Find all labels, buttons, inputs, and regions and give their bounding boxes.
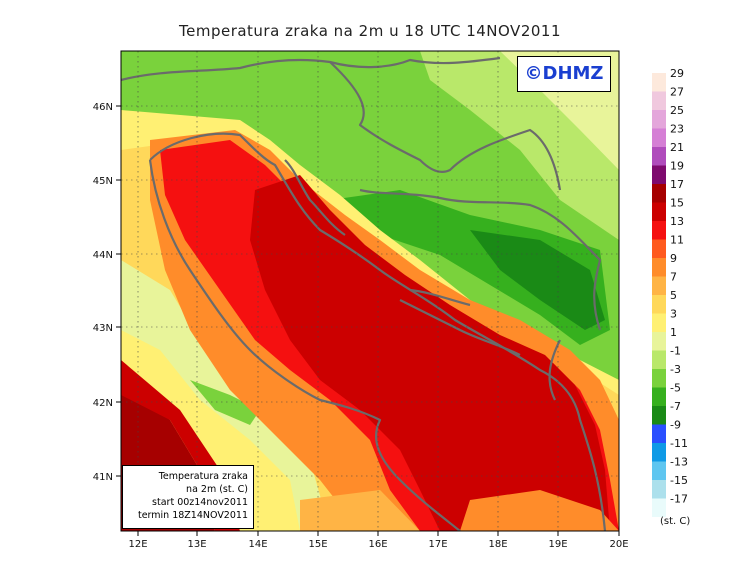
longitude-axis: 12E 13E 14E 15E 16E 17E 18E 19E 20E	[128, 531, 629, 550]
legend-label: 13	[670, 215, 684, 228]
legend-swatch	[652, 239, 666, 258]
legend-label: 21	[670, 141, 684, 154]
lon-tick-label: 13E	[187, 539, 206, 550]
lat-tick-label: 41N	[93, 472, 113, 483]
legend-label: -7	[670, 400, 681, 413]
legend-swatch	[652, 221, 666, 240]
latitude-axis: 46N 45N 44N 43N 42N 41N	[93, 102, 121, 483]
legend-label: 19	[670, 160, 684, 173]
lon-tick-label: 15E	[308, 539, 327, 550]
legend-label: 27	[670, 86, 684, 99]
legend-swatch	[652, 406, 666, 425]
lon-tick-label: 12E	[128, 539, 147, 550]
lon-tick-label: 16E	[368, 539, 387, 550]
legend-label: -1	[670, 345, 681, 358]
legend-swatch	[652, 202, 666, 221]
legend-label: 5	[670, 289, 677, 302]
legend-swatch	[652, 165, 666, 184]
legend-label: 25	[670, 104, 684, 117]
lon-tick-label: 18E	[488, 539, 507, 550]
legend-swatch	[652, 332, 666, 351]
info-line-4: termin 18Z14NOV2011	[137, 510, 248, 521]
legend-swatch	[652, 387, 666, 406]
lon-tick-label: 17E	[428, 539, 447, 550]
legend-swatch	[652, 276, 666, 295]
legend-label: 29	[670, 67, 684, 80]
legend-swatch	[652, 424, 666, 443]
legend-swatch	[652, 147, 666, 166]
lon-tick-label: 20E	[609, 539, 628, 550]
info-line-3: start 00z14nov2011	[152, 497, 248, 508]
legend-label: 15	[670, 197, 684, 210]
legend-label: 1	[670, 326, 677, 339]
legend-units: (st. C)	[660, 516, 691, 527]
map-title: Temperatura zraka na 2m u 18 UTC 14NOV20…	[178, 22, 561, 40]
map-frame	[120, 50, 620, 532]
legend-label: -5	[670, 382, 681, 395]
info-box: Temperatura zraka na 2m (st. C) start 00…	[122, 465, 254, 529]
lat-tick-label: 43N	[93, 323, 113, 334]
legend-swatch	[652, 461, 666, 480]
info-line-2: na 2m (st. C)	[186, 484, 248, 495]
legend-label: 17	[670, 178, 684, 191]
lat-tick-label: 45N	[93, 176, 113, 187]
legend-swatch	[652, 350, 666, 369]
color-legend: 29 27 25 23 21 19 17 15 13 11 9 7 5 3 1 -1 -3 -5 -7 -9 -11 -1…	[652, 67, 688, 517]
info-line-1: Temperatura zraka	[158, 471, 248, 482]
legend-swatch	[652, 295, 666, 314]
legend-label: -17	[670, 493, 688, 506]
legend-swatch	[652, 443, 666, 462]
legend-label: 23	[670, 123, 684, 136]
legend-swatch	[652, 498, 666, 517]
legend-label: 9	[670, 252, 677, 265]
lon-tick-label: 14E	[248, 539, 267, 550]
legend-label: 7	[670, 271, 677, 284]
lon-tick-label: 19E	[548, 539, 567, 550]
legend-label: -3	[670, 363, 681, 376]
legend-swatch	[652, 128, 666, 147]
lat-tick-label: 44N	[93, 250, 113, 261]
legend-swatch	[652, 369, 666, 388]
legend-swatch	[652, 258, 666, 277]
legend-label: -15	[670, 474, 688, 487]
legend-swatch	[652, 73, 666, 92]
temperature-field	[121, 51, 619, 531]
legend-swatch	[652, 184, 666, 203]
lat-tick-label: 42N	[93, 398, 113, 409]
legend-label: 11	[670, 234, 684, 247]
graticule	[121, 51, 619, 531]
legend-label: -11	[670, 437, 688, 450]
dhmz-logo: ©DHMZ	[517, 56, 611, 92]
coastline	[121, 56, 607, 531]
lat-tick-label: 46N	[93, 102, 113, 113]
legend-swatch	[652, 91, 666, 110]
legend-swatch	[652, 313, 666, 332]
legend-label: 3	[670, 308, 677, 321]
legend-swatch	[652, 480, 666, 499]
legend-label: -13	[670, 456, 688, 469]
legend-label: -9	[670, 419, 681, 432]
legend-swatch	[652, 110, 666, 129]
